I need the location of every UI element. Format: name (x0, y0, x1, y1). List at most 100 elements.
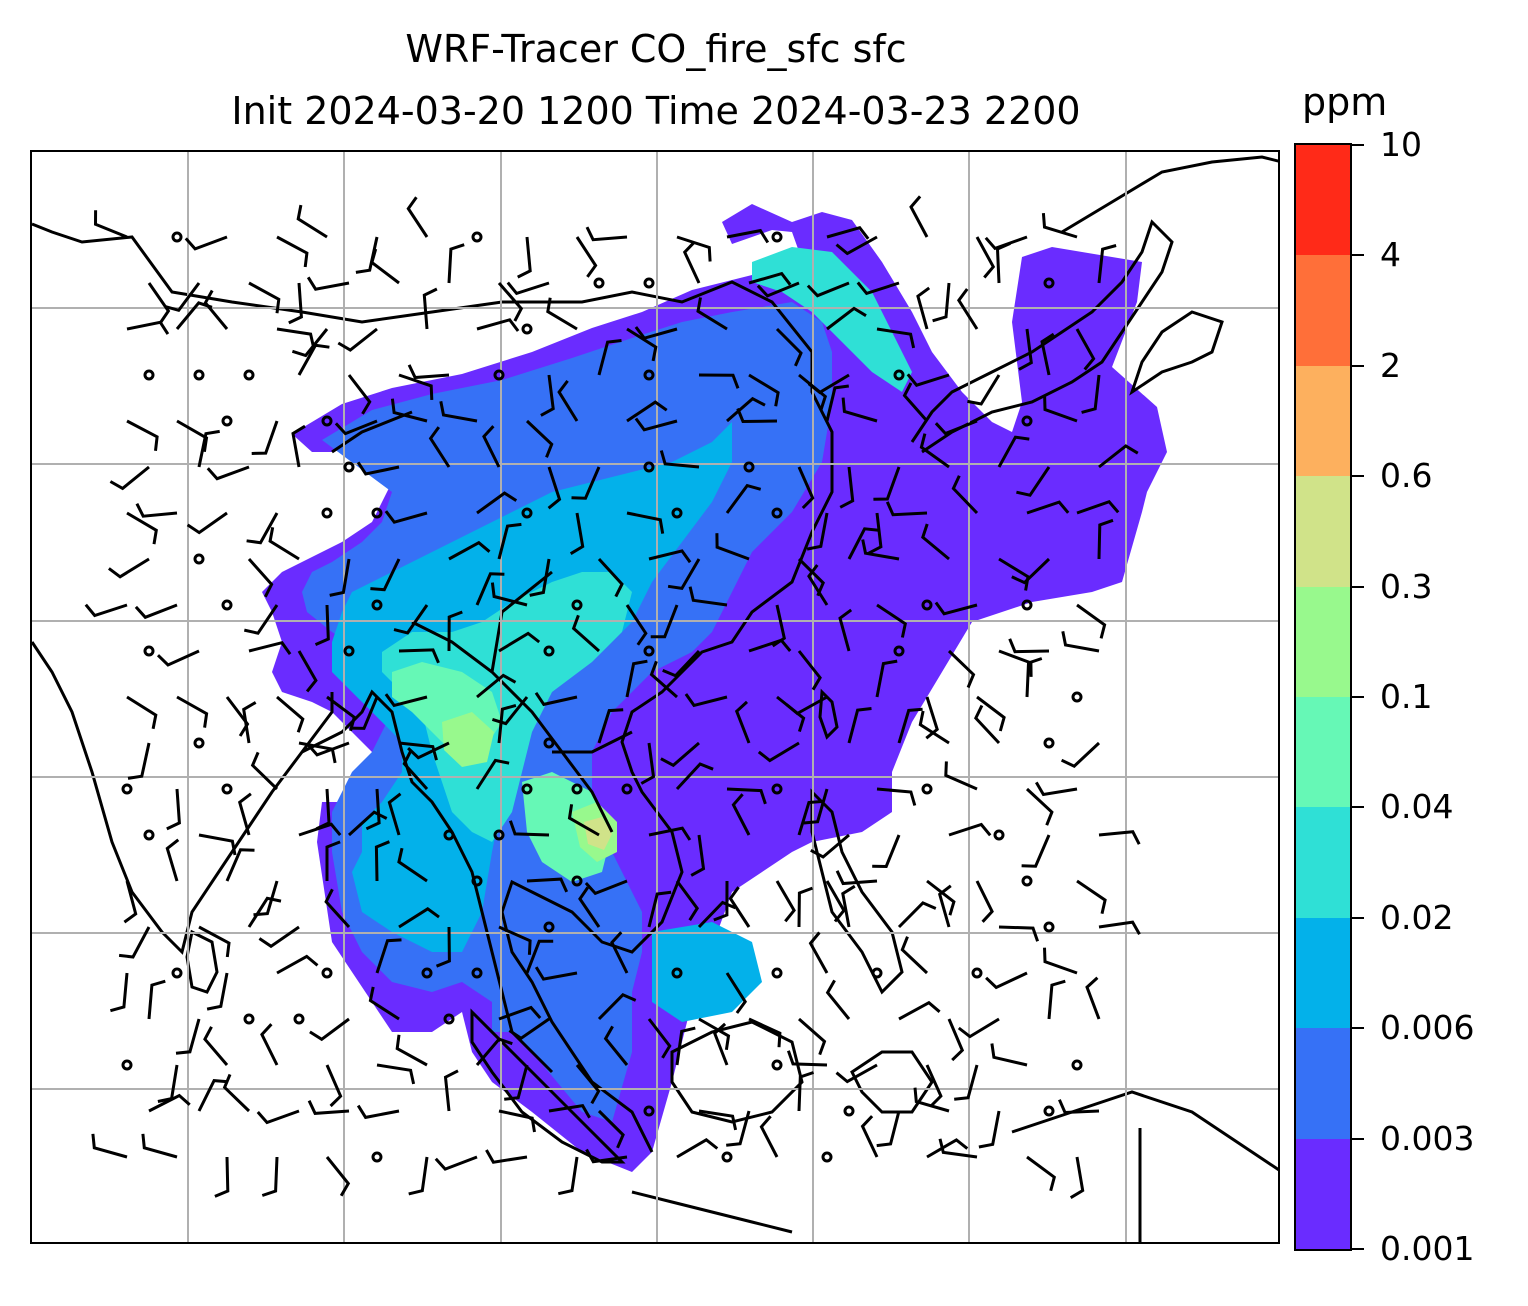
wind-barb (861, 539, 900, 561)
wind-barb (726, 228, 770, 244)
wind-barb (548, 1103, 591, 1119)
wind-barb (498, 1109, 536, 1133)
wind-barb (126, 511, 158, 545)
wind-barb (498, 1005, 542, 1021)
wind-barb (547, 466, 562, 510)
coastline-bay-of-bengal (301, 689, 554, 1074)
wind-barb (406, 196, 429, 238)
fill-elevated-north (752, 247, 912, 392)
wind-barb (1035, 781, 1078, 797)
calm-wind-marker (543, 737, 555, 749)
calm-wind-marker (121, 783, 133, 795)
wind-barb (925, 1064, 943, 1108)
wind-barb (491, 696, 529, 726)
wind-barb (585, 226, 628, 242)
colorbar-tick-label: 0.001 (1380, 1229, 1475, 1268)
wind-barb (867, 512, 883, 555)
wind-barb (597, 993, 637, 1021)
map-canvas (32, 152, 1278, 1242)
wind-barb (998, 649, 1033, 677)
wind-barb (261, 1156, 279, 1197)
wind-barb (526, 877, 569, 893)
wind-barb (296, 204, 328, 239)
wind-barb (197, 1079, 229, 1112)
calm-wind-marker (593, 277, 605, 289)
wind-barb (900, 936, 929, 975)
calm-wind-marker (571, 875, 583, 887)
wind-barb (314, 604, 330, 646)
wind-barb (506, 281, 550, 296)
calm-wind-marker (843, 1105, 855, 1117)
calm-wind-marker (643, 461, 655, 473)
wind-barb (976, 695, 1006, 732)
wind-barb (306, 276, 350, 291)
map-gridlines (32, 152, 1278, 1242)
wind-barb (897, 901, 937, 929)
fill-hotspot-2 (442, 712, 494, 767)
wind-barb (725, 972, 748, 1014)
wind-barb (775, 327, 803, 367)
wind-barb (498, 925, 532, 955)
calm-wind-marker (771, 783, 783, 795)
coastline-borneo (670, 1020, 804, 1124)
wind-barb (141, 1133, 178, 1159)
coastline-new-guinea (1011, 1090, 1278, 1172)
wind-barb (776, 695, 806, 733)
wind-barb (329, 558, 351, 597)
wind-barb (872, 834, 901, 869)
wind-barb (439, 401, 478, 423)
wind-barb (650, 604, 679, 639)
colorbar-segment (1296, 1138, 1350, 1249)
wind-barb (384, 693, 428, 708)
wind-barb (1098, 920, 1141, 936)
colorbar-tick-label: 0.3 (1380, 566, 1433, 606)
wind-barb (375, 938, 402, 974)
colorbar-tick-mark (1352, 916, 1364, 919)
wind-barb (839, 466, 855, 509)
wind-barb (1085, 976, 1101, 1020)
wind-barb (276, 695, 305, 733)
wind-barb (575, 1064, 601, 1105)
wind-barb (734, 700, 751, 744)
wind-barb (967, 374, 1001, 406)
wind-barb (757, 741, 800, 763)
coastline-taiwan (818, 688, 839, 740)
calm-wind-marker (671, 507, 683, 519)
wind-barb (408, 1156, 429, 1196)
calm-wind-marker (521, 323, 533, 335)
wind-barb (407, 364, 450, 380)
calm-wind-marker (721, 1151, 733, 1163)
wind-barb (1098, 830, 1141, 845)
wind-barb (1058, 1099, 1100, 1115)
wind-barb (365, 788, 381, 831)
wind-barb (126, 419, 159, 451)
wind-barb (625, 604, 648, 646)
wind-barb (634, 326, 678, 340)
coastline-sulawesi (850, 1050, 934, 1114)
wind-barb (688, 586, 728, 607)
colorbar-segment (1296, 586, 1350, 697)
map-title: WRF-Tracer CO_fire_sfc sfc (405, 27, 907, 71)
calm-wind-marker (821, 1151, 833, 1163)
wind-barb (175, 1018, 201, 1055)
colorbar-tick-mark (1352, 1027, 1364, 1030)
wind-barb (475, 572, 505, 606)
wind-barb (913, 1087, 950, 1113)
wind-barb (995, 242, 1011, 284)
wind-barb (876, 327, 916, 349)
calm-wind-marker (443, 829, 455, 841)
wind-barb (985, 971, 1028, 990)
wind-barb (575, 236, 598, 278)
wind-barb (682, 241, 701, 284)
wind-barb (165, 838, 180, 882)
wind-barb (291, 328, 329, 358)
wind-barb (334, 419, 378, 436)
colorbar-units: ppm (1302, 80, 1388, 124)
wind-barb (807, 564, 829, 606)
colorbar-tick-label: 0.6 (1380, 456, 1433, 496)
wind-barb (534, 966, 578, 981)
wind-barb (291, 424, 306, 468)
wind-barb (875, 659, 898, 698)
wind-barb (1026, 500, 1070, 515)
calm-wind-marker (343, 645, 355, 657)
